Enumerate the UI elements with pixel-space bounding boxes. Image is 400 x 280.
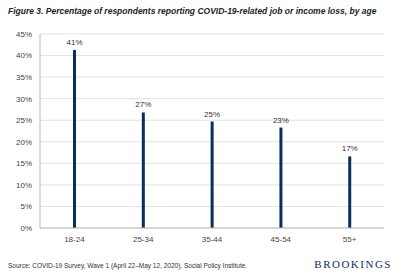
svg-text:35-44: 35-44 bbox=[202, 235, 223, 244]
html-text:Source: COVID-19 Survey, Wave: Source: COVID-19 Survey, Wave 1 (April 2… bbox=[8, 262, 248, 269]
svg-text:35%: 35% bbox=[16, 73, 32, 82]
svg-text:40%: 40% bbox=[16, 51, 32, 60]
svg-text:15%: 15% bbox=[16, 159, 32, 168]
svg-text:17%: 17% bbox=[342, 144, 358, 153]
svg-text:10%: 10% bbox=[16, 181, 32, 190]
svg-text:20%: 20% bbox=[16, 138, 32, 147]
svg-text:23%: 23% bbox=[273, 116, 289, 125]
svg-text:25-34: 25-34 bbox=[133, 235, 154, 244]
html-text:BROOKINGS: BROOKINGS bbox=[314, 258, 392, 270]
svg-text:55+: 55+ bbox=[343, 235, 357, 244]
html-text:Figure 3. Percentage of respon: Figure 3. Percentage of respondents repo… bbox=[8, 6, 377, 16]
svg-text:45%: 45% bbox=[16, 30, 32, 39]
svg-text:45-54: 45-54 bbox=[271, 235, 292, 244]
svg-text:25%: 25% bbox=[204, 110, 220, 119]
svg-text:18-24: 18-24 bbox=[64, 235, 85, 244]
svg-text:25%: 25% bbox=[16, 116, 32, 125]
svg-text:5%: 5% bbox=[20, 202, 32, 211]
svg-text:41%: 41% bbox=[67, 38, 83, 47]
svg-text:0%: 0% bbox=[20, 224, 32, 233]
svg-text:30%: 30% bbox=[16, 95, 32, 104]
svg-text:27%: 27% bbox=[135, 100, 151, 109]
